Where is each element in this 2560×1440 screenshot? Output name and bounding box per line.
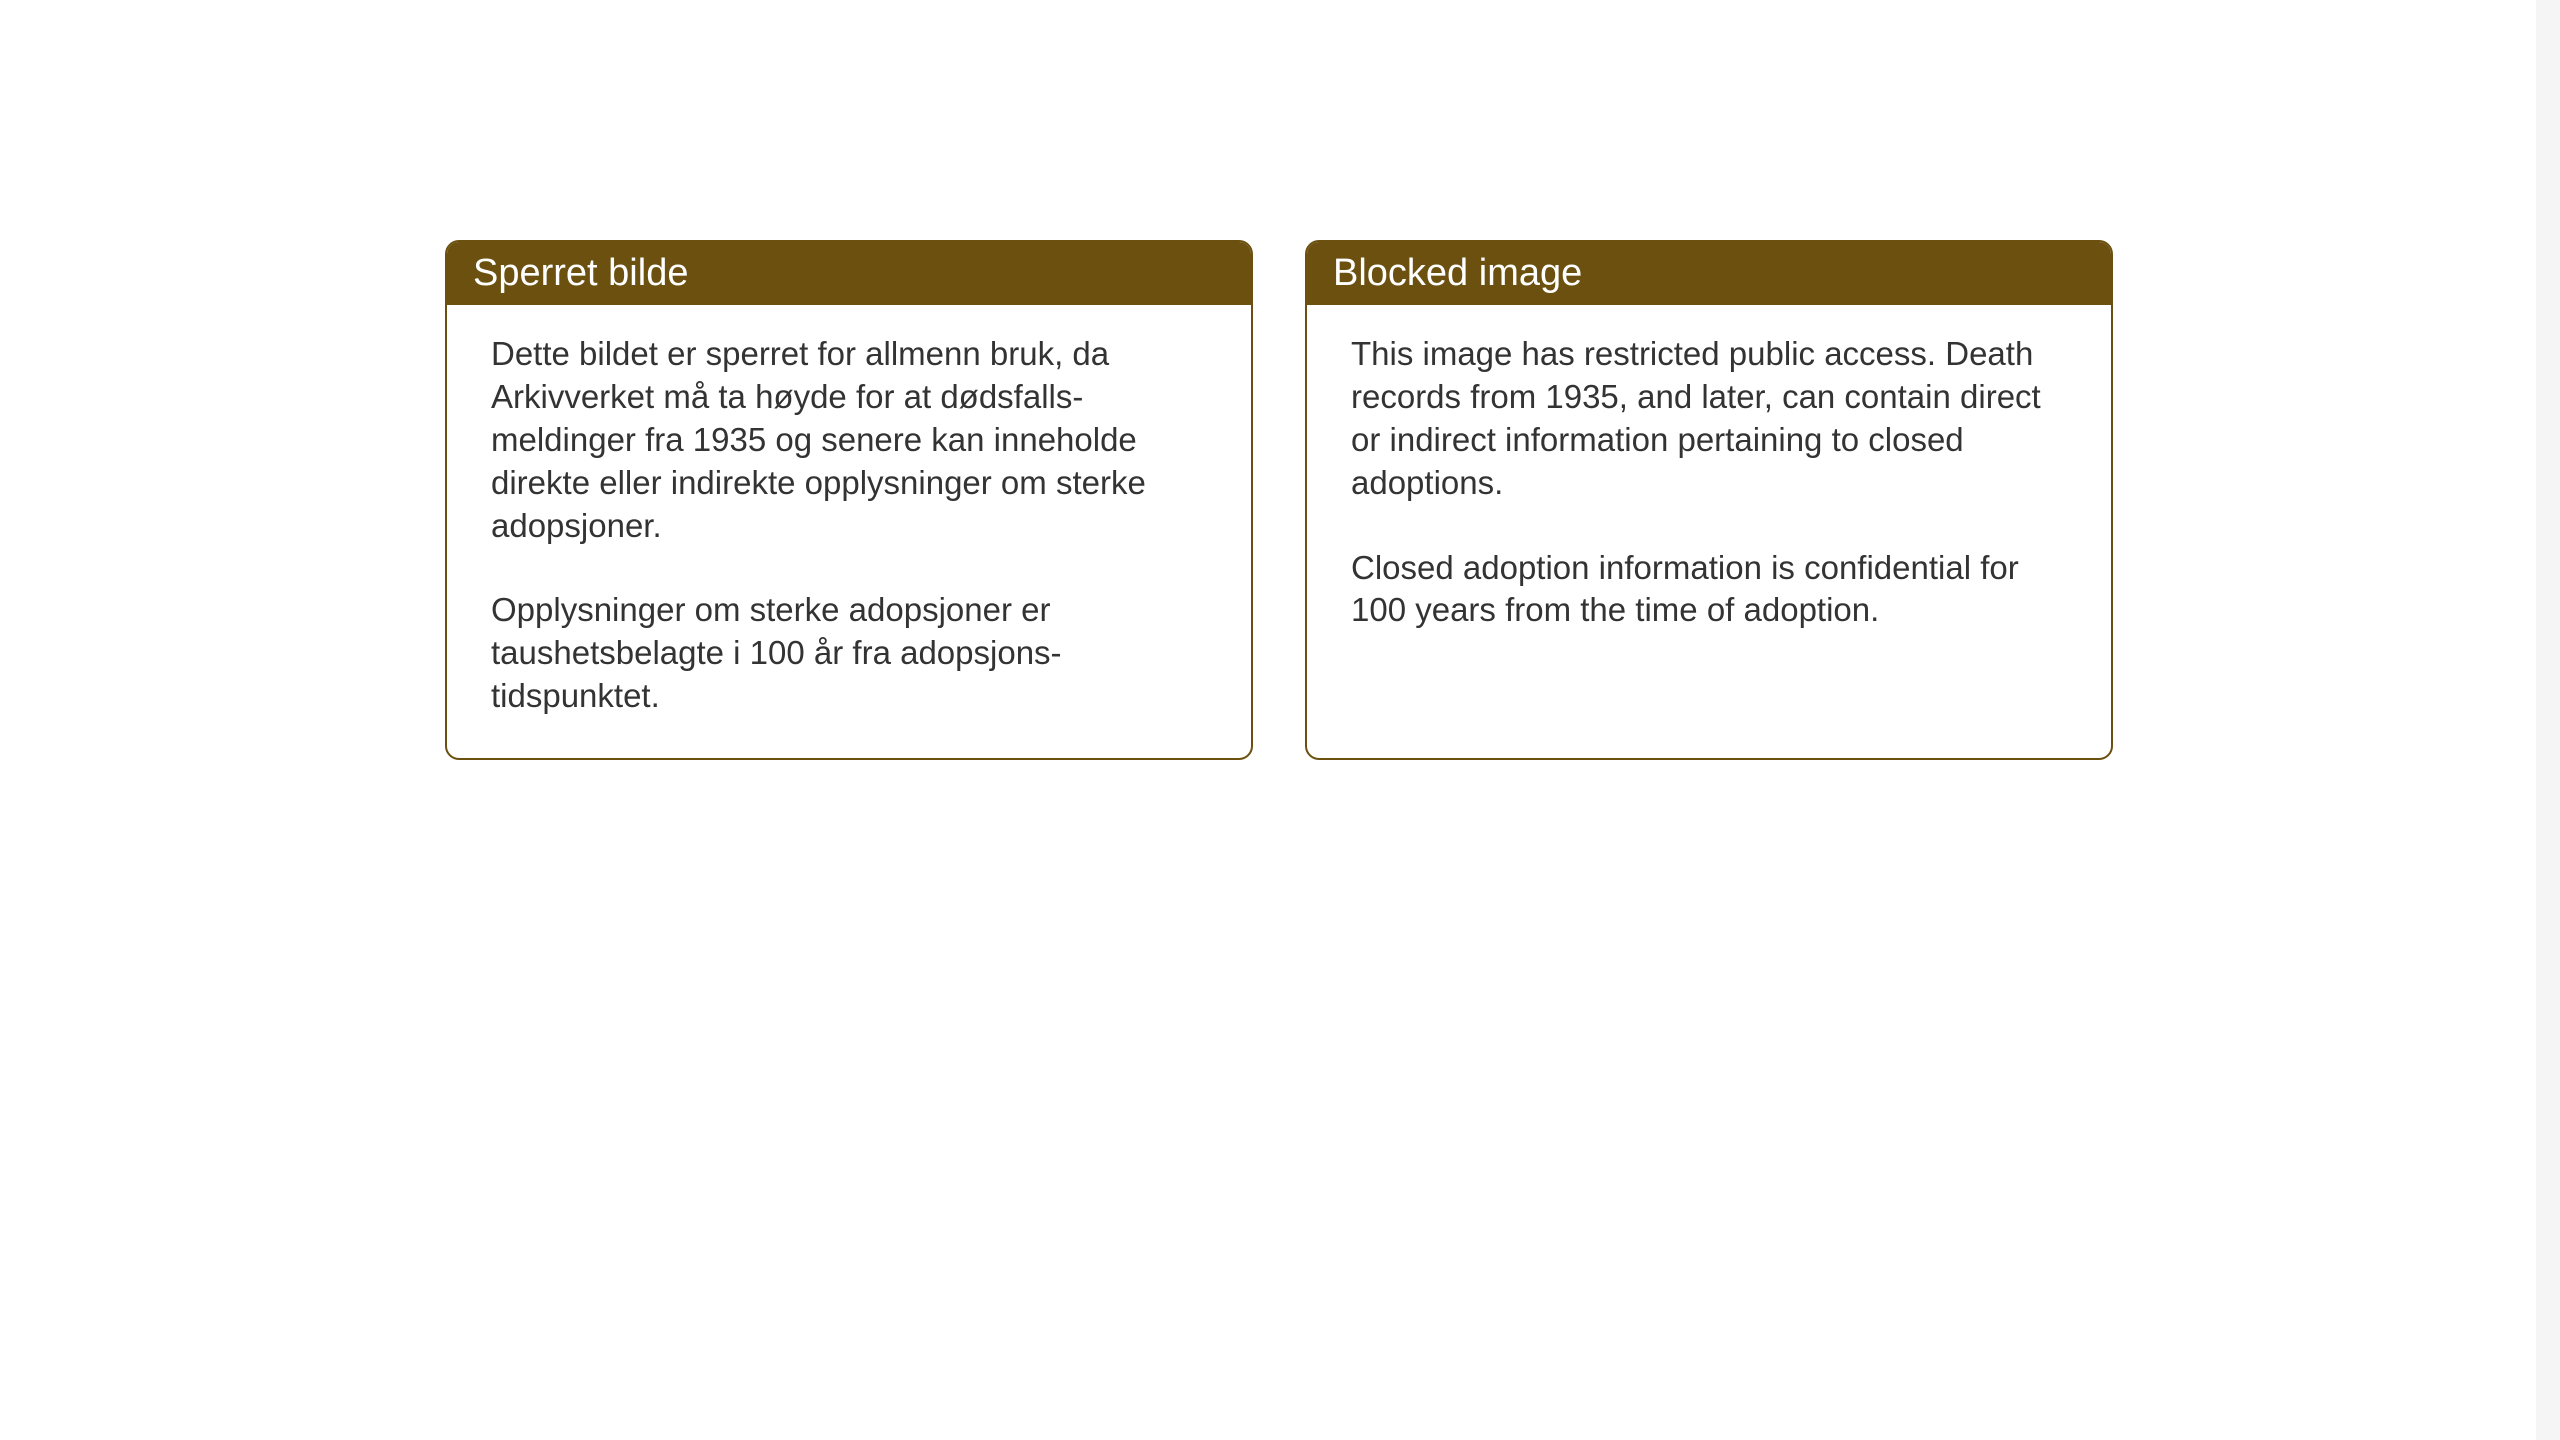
notice-paragraph-2-norwegian: Opplysninger om sterke adopsjoner er tau…: [491, 589, 1209, 718]
notice-title-norwegian: Sperret bilde: [473, 252, 688, 294]
notice-box-english: Blocked image This image has restricted …: [1305, 240, 2113, 760]
notice-box-norwegian: Sperret bilde Dette bildet er sperret fo…: [445, 240, 1253, 760]
notice-body-norwegian: Dette bildet er sperret for allmenn bruk…: [447, 305, 1251, 758]
notice-paragraph-1-english: This image has restricted public access.…: [1351, 333, 2069, 505]
notice-title-english: Blocked image: [1333, 252, 1582, 294]
notice-body-english: This image has restricted public access.…: [1307, 305, 2111, 672]
notice-header-english: Blocked image: [1307, 242, 2111, 305]
notice-header-norwegian: Sperret bilde: [447, 242, 1251, 305]
scrollbar-track[interactable]: [2536, 0, 2560, 1440]
notice-paragraph-2-english: Closed adoption information is confident…: [1351, 547, 2069, 633]
notice-paragraph-1-norwegian: Dette bildet er sperret for allmenn bruk…: [491, 333, 1209, 547]
notice-container: Sperret bilde Dette bildet er sperret fo…: [445, 240, 2113, 760]
